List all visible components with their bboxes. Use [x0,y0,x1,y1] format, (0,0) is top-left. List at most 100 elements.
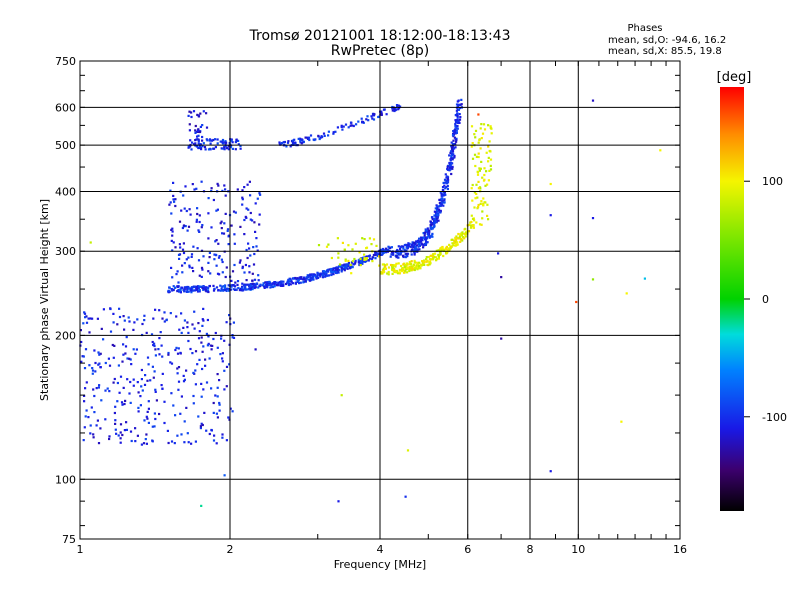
data-point [201,145,204,148]
data-point [201,423,204,427]
data-point [201,135,204,139]
data-point [135,348,138,351]
data-point [236,280,240,283]
data-point [251,279,254,282]
data-point [259,283,262,286]
data-point [488,140,491,143]
data-point [464,227,467,230]
data-point [200,504,203,507]
data-point [256,197,259,200]
data-point [340,394,343,397]
data-point [189,139,192,142]
data-point [113,377,116,381]
data-point [154,308,157,311]
data-point [446,248,449,251]
data-point [487,145,490,148]
data-point [188,129,191,132]
data-point [195,220,198,223]
data-point [179,289,182,292]
data-point [360,261,363,265]
data-point [229,407,232,410]
data-point [106,387,109,390]
data-point [241,196,244,199]
data-point [455,113,458,116]
data-point [198,358,201,361]
data-point [205,332,208,335]
data-point [413,241,416,244]
data-point [186,326,189,329]
data-point [459,116,462,119]
y-tick-label: 300 [55,245,76,258]
data-point [230,139,233,142]
data-point [452,139,455,142]
data-point [206,289,210,292]
data-point [316,271,319,274]
data-point [410,267,413,270]
data-point [247,242,250,245]
data-point [373,113,376,116]
data-point [289,280,292,283]
data-point [378,264,381,267]
data-point [121,433,124,437]
data-point [241,189,244,192]
data-point [489,164,492,167]
data-point [207,270,210,273]
data-point [343,248,346,251]
data-point [137,406,140,409]
data-point [161,372,164,375]
data-point [98,353,101,356]
data-point [182,224,186,227]
data-point [458,121,461,124]
data-point [215,442,218,445]
data-point [343,267,346,271]
data-point [205,112,208,115]
data-point [414,241,417,244]
data-point [233,242,236,245]
data-point [267,281,270,284]
data-point [414,246,417,249]
data-point [408,269,411,273]
data-point [487,179,490,182]
data-point [220,258,223,261]
data-point [142,442,146,445]
data-point [258,223,261,226]
data-point [202,142,205,145]
data-point [359,261,362,264]
data-point [167,289,170,292]
data-point [280,280,283,283]
data-point [442,254,445,258]
data-point [289,277,292,280]
data-point [500,276,503,279]
data-point [196,363,199,366]
data-point [332,267,335,270]
data-point [299,140,302,143]
data-point [176,285,179,288]
data-point [160,344,163,347]
data-point [175,315,178,318]
data-point [340,125,343,128]
data-point [200,226,203,229]
data-point [197,229,200,232]
data-point [251,272,254,275]
data-point [196,113,199,116]
data-point [169,312,172,315]
data-point [231,270,235,273]
data-point [450,145,453,148]
data-point [188,287,191,290]
data-point [199,427,202,430]
data-point [391,107,394,110]
data-point [441,246,444,249]
data-point [83,394,86,397]
data-point [477,141,480,144]
data-point [483,173,486,177]
data-point [182,194,185,197]
data-point [386,248,389,251]
data-point [643,277,646,280]
data-point [170,228,173,231]
data-point [436,209,439,212]
data-point [223,339,226,342]
data-point [123,328,126,331]
data-point [286,141,290,144]
data-point [201,367,204,371]
